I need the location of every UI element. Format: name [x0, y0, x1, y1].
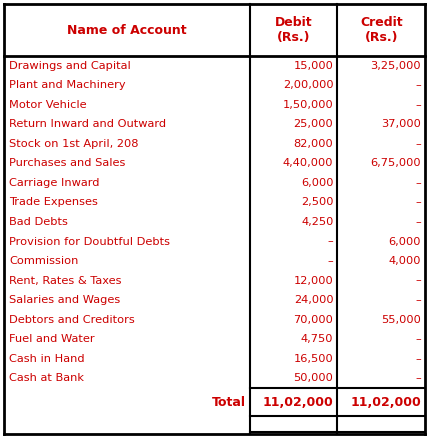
Text: 4,40,000: 4,40,000: [283, 159, 333, 169]
Text: Cash in Hand: Cash in Hand: [9, 354, 85, 364]
Text: 6,75,000: 6,75,000: [370, 159, 421, 169]
Text: Commission: Commission: [9, 256, 79, 266]
Text: 15,000: 15,000: [293, 61, 333, 71]
Text: 3,25,000: 3,25,000: [370, 61, 421, 71]
Text: 1,50,000: 1,50,000: [283, 100, 333, 110]
Text: –: –: [415, 217, 421, 227]
Text: 55,000: 55,000: [381, 314, 421, 325]
Text: Salaries and Wages: Salaries and Wages: [9, 295, 120, 305]
Text: 37,000: 37,000: [381, 119, 421, 129]
Text: 70,000: 70,000: [293, 314, 333, 325]
Text: 24,000: 24,000: [294, 295, 333, 305]
Text: Motor Vehicle: Motor Vehicle: [9, 100, 87, 110]
Text: Return Inward and Outward: Return Inward and Outward: [9, 119, 166, 129]
Text: –: –: [415, 295, 421, 305]
Text: 16,500: 16,500: [294, 354, 333, 364]
Text: –: –: [328, 237, 333, 247]
Text: 82,000: 82,000: [294, 139, 333, 149]
Text: –: –: [415, 198, 421, 208]
Text: 6,000: 6,000: [389, 237, 421, 247]
Text: –: –: [415, 276, 421, 286]
Text: Drawings and Capital: Drawings and Capital: [9, 61, 131, 71]
Text: 50,000: 50,000: [293, 373, 333, 383]
Text: –: –: [415, 178, 421, 188]
Text: –: –: [415, 354, 421, 364]
Text: Provision for Doubtful Debts: Provision for Doubtful Debts: [9, 237, 170, 247]
Text: Debtors and Creditors: Debtors and Creditors: [9, 314, 135, 325]
Text: Credit
(Rs.): Credit (Rs.): [360, 16, 402, 44]
Text: 11,02,000: 11,02,000: [350, 396, 421, 409]
Text: Bad Debts: Bad Debts: [9, 217, 68, 227]
Text: 2,500: 2,500: [301, 198, 333, 208]
Text: 2,00,000: 2,00,000: [283, 80, 333, 90]
Text: Stock on 1st April, 208: Stock on 1st April, 208: [9, 139, 139, 149]
Text: Plant and Machinery: Plant and Machinery: [9, 80, 126, 90]
Text: 12,000: 12,000: [294, 276, 333, 286]
Text: Debit
(Rs.): Debit (Rs.): [275, 16, 312, 44]
Text: –: –: [415, 80, 421, 90]
Text: –: –: [415, 373, 421, 383]
Text: Name of Account: Name of Account: [67, 24, 187, 36]
Text: 4,250: 4,250: [301, 217, 333, 227]
Text: –: –: [328, 256, 333, 266]
Text: Rent, Rates & Taxes: Rent, Rates & Taxes: [9, 276, 121, 286]
Text: Cash at Bank: Cash at Bank: [9, 373, 84, 383]
Text: –: –: [415, 100, 421, 110]
Text: 25,000: 25,000: [294, 119, 333, 129]
Text: –: –: [415, 139, 421, 149]
Text: Fuel and Water: Fuel and Water: [9, 334, 95, 344]
Text: –: –: [415, 334, 421, 344]
Text: 4,000: 4,000: [389, 256, 421, 266]
Text: Purchases and Sales: Purchases and Sales: [9, 159, 125, 169]
Text: Total: Total: [212, 396, 246, 409]
Text: 4,750: 4,750: [301, 334, 333, 344]
Text: Trade Expenses: Trade Expenses: [9, 198, 98, 208]
Text: Carriage Inward: Carriage Inward: [9, 178, 100, 188]
Text: 11,02,000: 11,02,000: [263, 396, 333, 409]
Text: 6,000: 6,000: [301, 178, 333, 188]
